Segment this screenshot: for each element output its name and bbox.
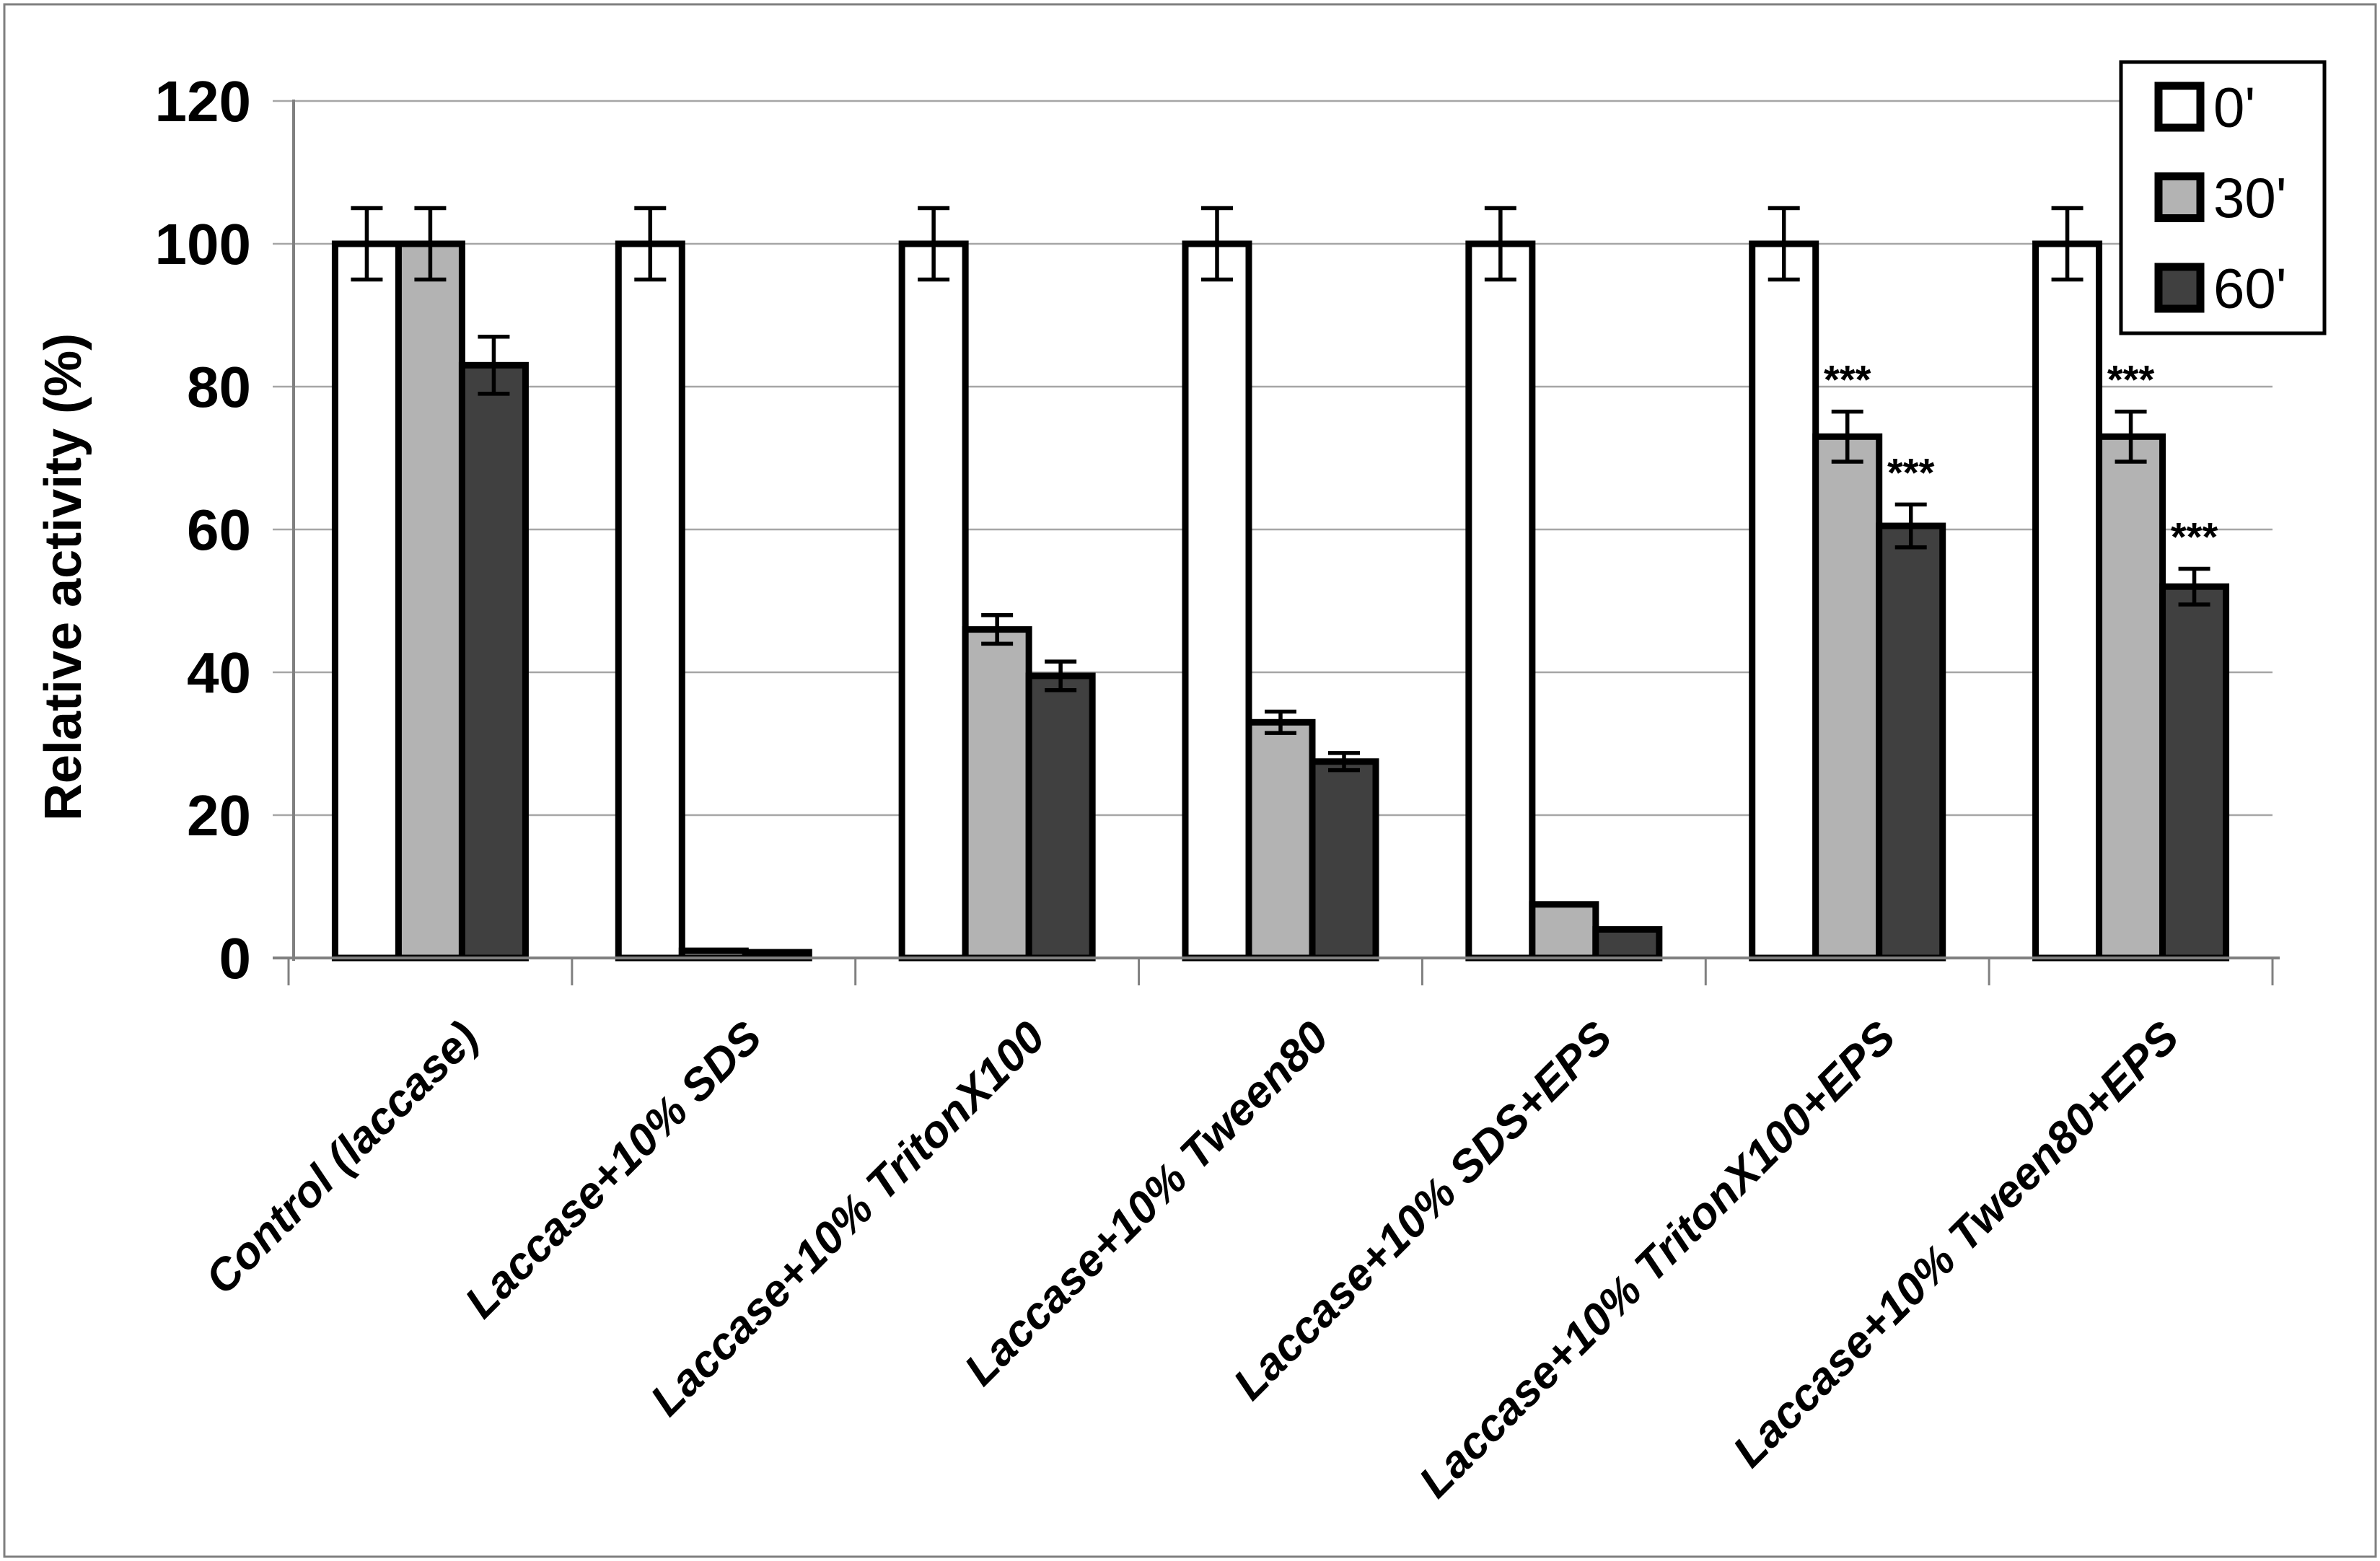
legend-label: 30' (2213, 166, 2287, 229)
bar (898, 240, 969, 962)
legend-swatch (2154, 172, 2205, 222)
bar (1309, 758, 1379, 962)
figure-border (3, 3, 2377, 1558)
y-tick-label: 40 (187, 641, 251, 705)
bar (1529, 901, 1599, 962)
bar (1749, 240, 1819, 962)
bar (2159, 583, 2230, 962)
y-tick-label: 120 (155, 69, 251, 133)
bar (1182, 240, 1252, 962)
error-bars (351, 206, 2210, 773)
significance-stars: *** (1887, 449, 1935, 495)
y-tick-label: 100 (155, 212, 251, 276)
y-axis-title: Relative activity (%) (35, 333, 92, 821)
significance-stars: *** (2171, 514, 2218, 559)
bar (1465, 240, 1536, 962)
bar (2096, 433, 2166, 962)
y-tick-label: 0 (219, 926, 252, 990)
bar (458, 361, 529, 962)
bar (331, 240, 402, 962)
y-axis-tick-labels: 0 20 40 60 80 100 120 (155, 69, 251, 990)
y-tick-label: 20 (187, 783, 251, 848)
y-tick-label: 60 (187, 498, 251, 562)
bar (395, 240, 465, 962)
significance-stars: *** (1824, 357, 1871, 403)
bar (1245, 718, 1316, 962)
significance-labels: *** *** *** *** (1824, 357, 2218, 560)
legend-label: 0' (2213, 75, 2255, 138)
axes (273, 100, 2280, 985)
legend-swatch (2154, 263, 2205, 313)
bar (615, 240, 685, 962)
legend-label: 60' (2213, 256, 2287, 320)
bar (962, 626, 1032, 962)
bar (1812, 433, 1883, 962)
legend: 0' 30' 60' (2119, 60, 2327, 335)
legend-swatch (2154, 82, 2205, 132)
bar (1876, 522, 1946, 962)
bar (1025, 672, 1096, 962)
bar-series (331, 240, 2230, 962)
y-tick-label: 80 (187, 355, 251, 419)
bar (1592, 925, 1663, 962)
bar (2032, 240, 2103, 962)
significance-stars: *** (2107, 357, 2155, 403)
